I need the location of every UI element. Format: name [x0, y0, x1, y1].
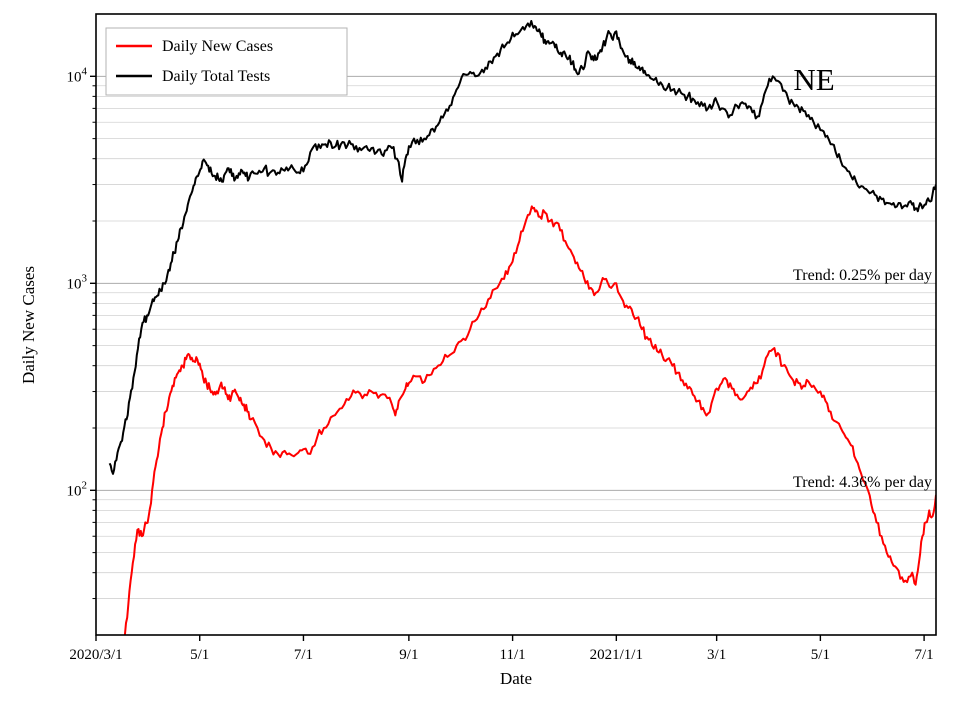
- series-lines: [108, 20, 936, 635]
- legend: Daily New Cases Daily Total Tests: [105, 27, 348, 96]
- x-tick-label: 11/1: [500, 647, 526, 663]
- x-tick-label: 2020/3/1: [69, 647, 122, 663]
- x-tick-label: 2021/1/1: [590, 647, 643, 663]
- x-tick-label: 5/1: [811, 647, 830, 663]
- legend-frame: [105, 27, 348, 96]
- x-tick-label: 5/1: [190, 647, 209, 663]
- x-tick-label: 9/1: [399, 647, 418, 663]
- gridlines: [96, 75, 936, 599]
- y-axis-title: Daily New Cases: [19, 266, 38, 384]
- x-tick-label: 7/1: [294, 647, 313, 663]
- axes: 102 103 104 2020/3/1 5/1 7/1 9/1 11/1 2021/1/1 3/…: [67, 65, 934, 663]
- legend-label-daily-new-cases: Daily New Cases: [162, 38, 273, 55]
- legend-label-daily-total-tests: Daily Total Tests: [162, 68, 270, 85]
- series-line-daily-total-tests: [108, 20, 936, 475]
- trend-annotation-cases: Trend: 4.36% per day: [793, 474, 932, 491]
- y-tick-label: 103: [67, 272, 88, 292]
- plot-border: [95, 13, 937, 636]
- region-label: NE: [793, 62, 834, 97]
- y-tick-label: 104: [67, 65, 88, 85]
- trend-annotation-tests: Trend: 0.25% per day: [793, 267, 932, 284]
- x-axis-title: Date: [500, 669, 532, 688]
- x-tick-label: 3/1: [707, 647, 726, 663]
- y-tick-label: 102: [67, 479, 88, 499]
- series-line-daily-new-cases: [123, 205, 936, 635]
- x-tick-label: 7/1: [915, 647, 934, 663]
